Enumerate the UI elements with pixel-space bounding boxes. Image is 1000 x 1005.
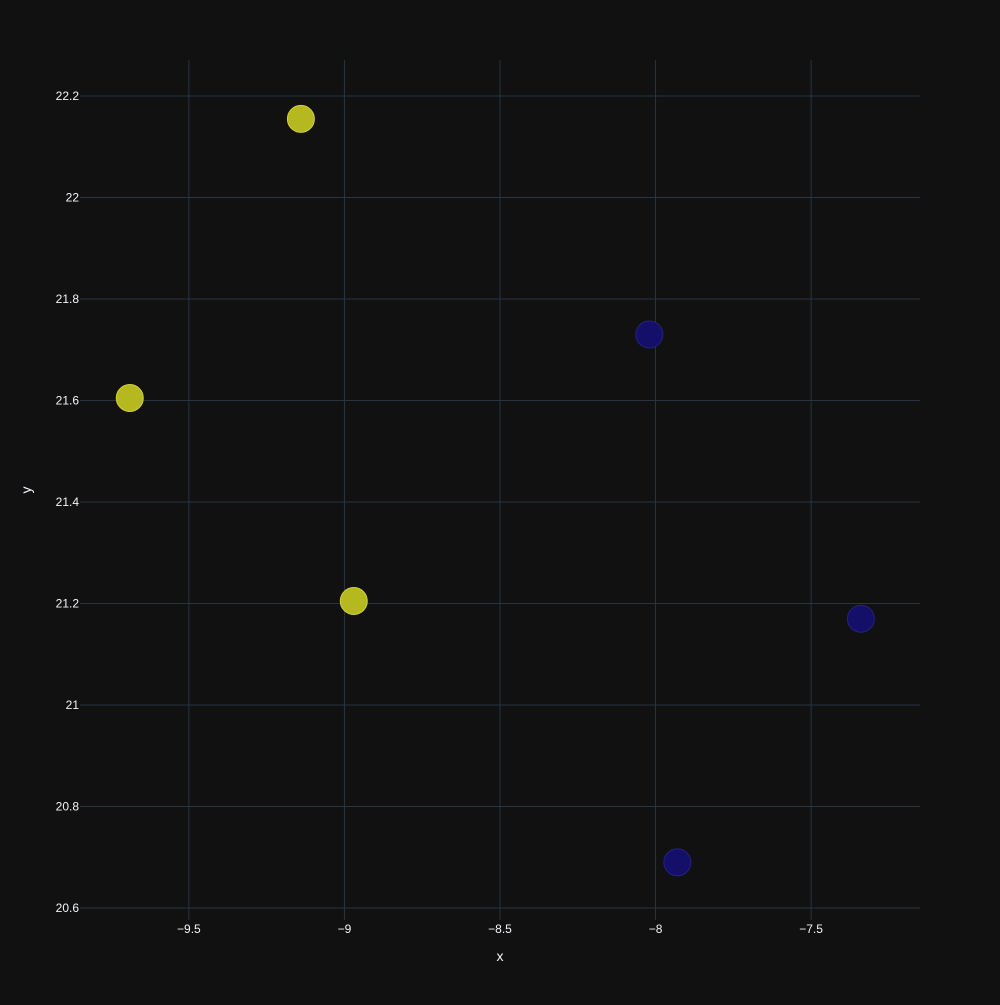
x-tick-label: −8.5	[488, 922, 512, 936]
tick-layer: −9.5 −9 −8.5 −8 −7.5 20.6 20.8 21 21.2 21.4 21.6 21…	[56, 89, 824, 936]
y-axis-title: y	[18, 487, 34, 494]
y-tick-label: 21.4	[56, 495, 80, 509]
x-tick-label: −9.5	[177, 922, 201, 936]
y-tick-label: 21.2	[56, 597, 80, 611]
y-tick-label: 20.6	[56, 901, 80, 915]
scatter-point	[339, 586, 368, 615]
x-axis-title: x	[497, 948, 504, 964]
y-tick-label: 20.8	[56, 800, 80, 814]
x-tick-label: −8	[649, 922, 663, 936]
y-tick-label: 21	[66, 698, 80, 712]
y-tick-label: 22	[66, 191, 80, 205]
grid-layer	[80, 60, 920, 920]
scatter-point	[286, 104, 315, 133]
y-tick-label: 22.2	[56, 89, 80, 103]
scatter-point	[846, 604, 875, 633]
point-layer	[115, 104, 875, 877]
scatter-point	[115, 383, 144, 412]
x-tick-label: −9	[338, 922, 352, 936]
scatter-point	[663, 848, 692, 877]
scatter-point	[635, 320, 664, 349]
y-tick-label: 21.6	[56, 394, 80, 408]
y-tick-label: 21.8	[56, 292, 80, 306]
x-tick-label: −7.5	[799, 922, 823, 936]
